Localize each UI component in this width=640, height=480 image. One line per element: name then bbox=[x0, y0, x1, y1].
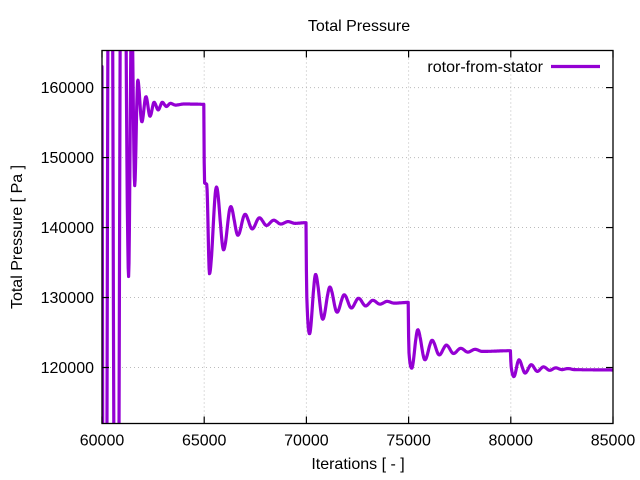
axis-tick-marks bbox=[101, 50, 614, 424]
series-line-rotor-from-stator bbox=[102, 50, 613, 424]
y-tick-label: 130000 bbox=[41, 290, 94, 307]
legend: rotor-from-stator bbox=[427, 59, 600, 76]
x-axis-label: Iterations [ - ] bbox=[311, 456, 404, 473]
y-tick-label: 120000 bbox=[41, 360, 94, 377]
y-axis-label: Total Pressure [ Pa ] bbox=[9, 165, 26, 309]
y-tick-label: 160000 bbox=[41, 80, 94, 97]
x-tick-label: 80000 bbox=[489, 433, 534, 450]
y-tick-label: 140000 bbox=[41, 220, 94, 237]
x-tick-label: 85000 bbox=[591, 433, 636, 450]
grid-lines bbox=[102, 50, 613, 424]
chart-title: Total Pressure bbox=[308, 18, 410, 35]
x-tick-label: 65000 bbox=[182, 433, 227, 450]
x-tick-label: 75000 bbox=[386, 433, 431, 450]
y-axis-tick-labels: 120000 130000 140000 150000 160000 bbox=[41, 80, 94, 377]
x-axis-tick-labels: 60000 65000 70000 75000 80000 85000 bbox=[80, 433, 636, 450]
legend-label: rotor-from-stator bbox=[427, 59, 543, 76]
x-tick-label: 70000 bbox=[284, 433, 329, 450]
x-tick-label: 60000 bbox=[80, 433, 125, 450]
plot-border bbox=[101, 49, 614, 425]
y-tick-label: 150000 bbox=[41, 150, 94, 167]
